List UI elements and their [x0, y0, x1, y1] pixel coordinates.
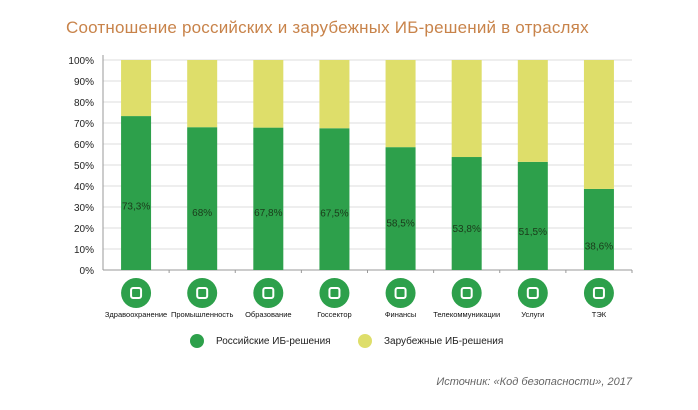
chart: 0% 10% 20% 30% 40% 50% 60% 70% 80% 90% 100% 73,3% Зд…	[68, 55, 633, 319]
y-tick-label: 30%	[74, 203, 94, 214]
graduation-cap-icon-glyph	[262, 287, 275, 299]
y-tick-label: 60%	[74, 140, 94, 151]
bar-segment-foreign	[187, 60, 218, 128]
bar-segment-russian	[187, 127, 218, 270]
bar-segment-foreign	[385, 60, 416, 148]
legend-label: Зарубежные ИБ-решения	[384, 335, 504, 347]
x-category-label: Здравоохранение	[105, 310, 167, 319]
medical-cross-icon	[121, 278, 152, 308]
x-category-label: Услуги	[521, 310, 544, 319]
y-tick-label: 0%	[80, 266, 95, 277]
graduation-cap-icon	[253, 278, 284, 308]
data-label: 38,6%	[585, 242, 613, 253]
x-category-label: ТЭК	[592, 310, 607, 319]
data-label: 67,5%	[320, 208, 348, 219]
y-tick-label: 10%	[74, 245, 94, 256]
gear-wrench-icon-glyph	[196, 287, 209, 299]
bar-segment-foreign	[517, 60, 548, 162]
y-tick-label: 40%	[74, 182, 94, 193]
antenna-signal-icon-glyph	[460, 287, 473, 299]
bar-segment-foreign	[319, 60, 350, 129]
legend-item-foreign: Зарубежные ИБ-решения	[358, 334, 503, 348]
y-tick-label: 20%	[74, 224, 94, 235]
x-category-label: Госсектор	[317, 310, 351, 319]
data-label: 58,5%	[386, 219, 414, 230]
fuel-icon	[583, 278, 614, 308]
bar-segment-foreign	[121, 60, 152, 117]
bar-segment-russian	[319, 128, 350, 270]
bar-segment-russian	[121, 116, 152, 270]
bar-segment-russian	[253, 127, 284, 271]
bar-segment-foreign	[583, 60, 614, 189]
data-label: 53,8%	[453, 224, 481, 235]
y-tick-label: 80%	[74, 98, 94, 109]
data-label: 73,3%	[122, 202, 150, 213]
legend-swatch	[358, 334, 372, 348]
data-label: 51,5%	[519, 227, 547, 238]
legend-swatch	[190, 334, 204, 348]
money-icon	[385, 278, 416, 308]
data-label: 67,8%	[254, 208, 282, 219]
bar-segment-russian	[385, 147, 416, 270]
legend-item-russian: Российские ИБ-решения	[190, 334, 331, 348]
money-icon-glyph	[394, 287, 407, 299]
y-tick-label: 90%	[74, 77, 94, 88]
fuel-icon-glyph	[592, 287, 605, 299]
data-label: 68%	[192, 208, 212, 219]
support-person-icon-glyph	[526, 287, 539, 299]
medical-cross-icon-glyph	[130, 287, 143, 299]
chart-title: Соотношение российских и зарубежных ИБ-р…	[66, 18, 589, 37]
bar-segment-russian	[583, 188, 614, 270]
government-building-icon-glyph	[328, 287, 341, 299]
support-person-icon	[517, 278, 548, 308]
x-category-label: Промышленность	[171, 310, 233, 319]
y-tick-label: 100%	[68, 56, 94, 67]
bar-segment-russian	[451, 157, 482, 270]
antenna-signal-icon	[451, 278, 482, 308]
bar-segment-foreign	[451, 60, 482, 158]
x-category-label: Образование	[245, 310, 292, 319]
y-tick-label: 50%	[74, 161, 94, 172]
bar-segment-russian	[517, 161, 548, 270]
x-category-label: Телекоммуникации	[433, 310, 500, 319]
y-tick-label: 70%	[74, 119, 94, 130]
legend-label: Российские ИБ-решения	[216, 335, 331, 347]
government-building-icon	[319, 278, 350, 308]
x-category-label: Финансы	[385, 310, 417, 319]
source-note: Источник: «Код безопасности», 2017	[436, 376, 632, 388]
bar-segment-foreign	[253, 60, 284, 128]
gear-wrench-icon	[187, 278, 218, 308]
